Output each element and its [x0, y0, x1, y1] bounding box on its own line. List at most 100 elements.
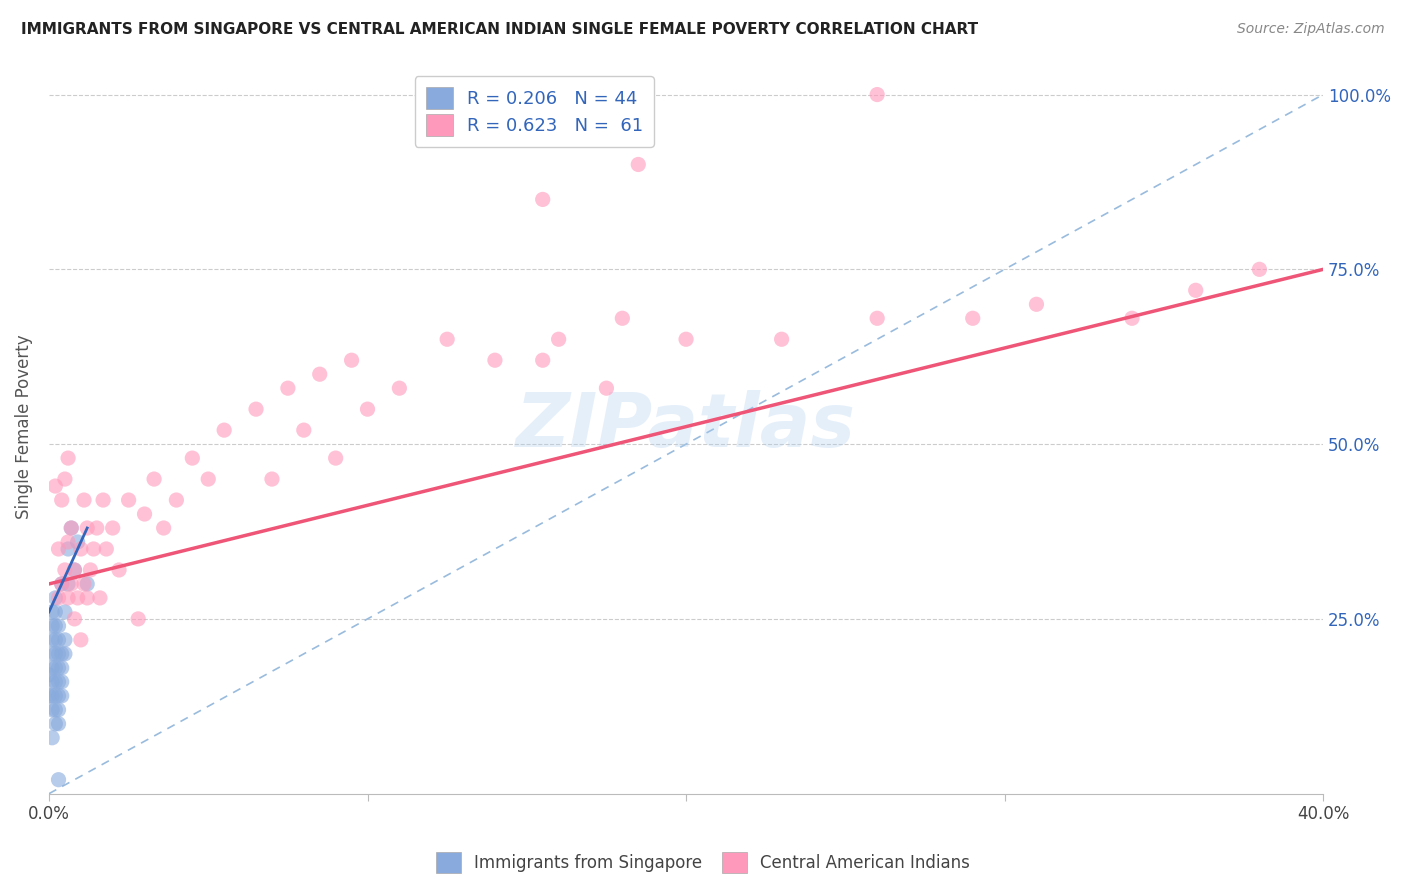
Point: [48, 772, 70, 787]
Point: [48, 661, 70, 675]
Point: [547, 332, 569, 346]
Point: [76, 521, 98, 535]
Point: [962, 311, 984, 326]
Point: [134, 507, 156, 521]
Point: [612, 311, 634, 326]
Legend: Immigrants from Singapore, Central American Indians: Immigrants from Singapore, Central Ameri…: [429, 846, 977, 880]
Point: [44, 674, 66, 689]
Legend: R = 0.206   N = 44, R = 0.623   N =  61: R = 0.206 N = 44, R = 0.623 N = 61: [415, 76, 654, 147]
Point: [117, 493, 139, 508]
Point: [56, 451, 79, 466]
Point: [91, 493, 114, 508]
Point: [44, 703, 66, 717]
Point: [41, 619, 63, 633]
Point: [388, 381, 411, 395]
Point: [56, 541, 79, 556]
Point: [770, 332, 793, 346]
Point: [41, 674, 63, 689]
Point: [73, 577, 96, 591]
Point: [866, 311, 889, 326]
Point: [51, 647, 73, 661]
Point: [53, 647, 76, 661]
Point: [48, 703, 70, 717]
Point: [38, 668, 60, 682]
Point: [44, 689, 66, 703]
Point: [1025, 297, 1047, 311]
Point: [48, 632, 70, 647]
Point: [44, 479, 66, 493]
Text: ZIPatlas: ZIPatlas: [516, 390, 856, 463]
Point: [44, 632, 66, 647]
Point: [48, 619, 70, 633]
Point: [260, 472, 283, 486]
Point: [44, 605, 66, 619]
Point: [44, 591, 66, 605]
Point: [41, 689, 63, 703]
Point: [1184, 283, 1206, 297]
Point: [38, 689, 60, 703]
Point: [197, 472, 219, 486]
Point: [41, 661, 63, 675]
Point: [51, 689, 73, 703]
Point: [41, 731, 63, 745]
Point: [1121, 311, 1143, 326]
Point: [51, 577, 73, 591]
Point: [53, 472, 76, 486]
Point: [69, 632, 91, 647]
Point: [675, 332, 697, 346]
Point: [44, 716, 66, 731]
Point: [48, 647, 70, 661]
Point: [340, 353, 363, 368]
Point: [41, 605, 63, 619]
Point: [89, 591, 111, 605]
Point: [101, 521, 124, 535]
Point: [48, 674, 70, 689]
Point: [56, 535, 79, 549]
Point: [165, 493, 187, 508]
Point: [127, 612, 149, 626]
Point: [73, 493, 96, 508]
Point: [152, 521, 174, 535]
Point: [66, 591, 89, 605]
Point: [866, 87, 889, 102]
Point: [60, 521, 83, 535]
Point: [292, 423, 315, 437]
Point: [63, 612, 86, 626]
Point: [51, 493, 73, 508]
Point: [48, 541, 70, 556]
Point: [108, 563, 131, 577]
Point: [41, 703, 63, 717]
Point: [51, 577, 73, 591]
Point: [484, 353, 506, 368]
Point: [595, 381, 617, 395]
Point: [245, 402, 267, 417]
Point: [48, 716, 70, 731]
Point: [53, 632, 76, 647]
Point: [96, 541, 118, 556]
Point: [181, 451, 204, 466]
Point: [60, 521, 83, 535]
Point: [63, 563, 86, 577]
Point: [56, 591, 79, 605]
Point: [51, 661, 73, 675]
Point: [63, 563, 86, 577]
Point: [83, 541, 105, 556]
Point: [48, 689, 70, 703]
Point: [277, 381, 299, 395]
Y-axis label: Single Female Poverty: Single Female Poverty: [15, 334, 32, 519]
Point: [60, 577, 83, 591]
Point: [76, 591, 98, 605]
Point: [356, 402, 378, 417]
Point: [308, 368, 330, 382]
Point: [627, 157, 650, 171]
Point: [1249, 262, 1271, 277]
Text: IMMIGRANTS FROM SINGAPORE VS CENTRAL AMERICAN INDIAN SINGLE FEMALE POVERTY CORRE: IMMIGRANTS FROM SINGAPORE VS CENTRAL AME…: [21, 22, 979, 37]
Point: [41, 632, 63, 647]
Point: [86, 521, 108, 535]
Point: [143, 472, 166, 486]
Point: [66, 535, 89, 549]
Point: [325, 451, 347, 466]
Point: [44, 647, 66, 661]
Point: [44, 661, 66, 675]
Point: [56, 577, 79, 591]
